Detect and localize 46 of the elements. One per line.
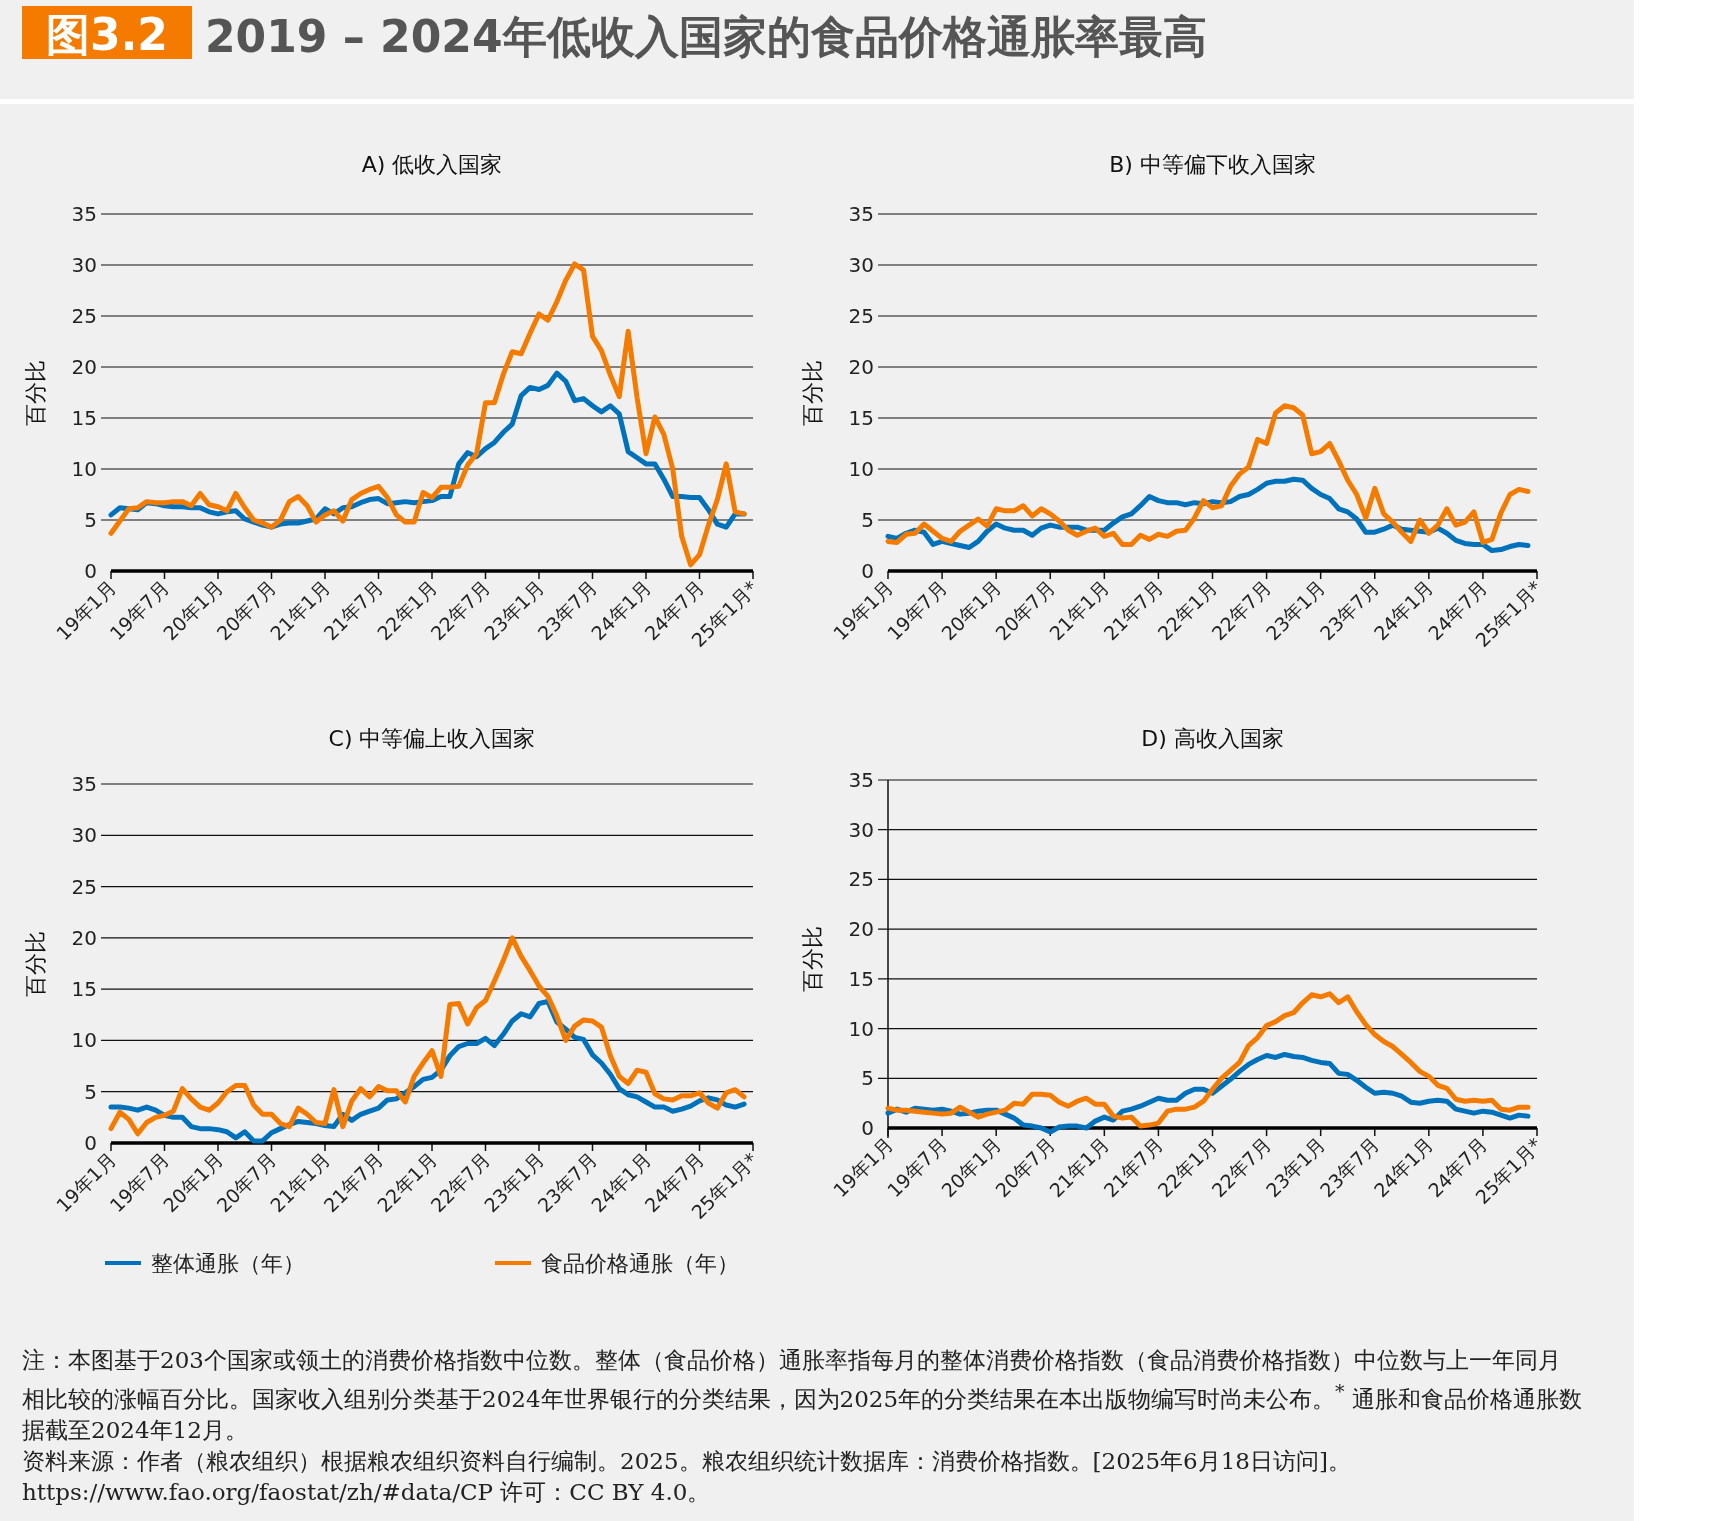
legend-label: 整体通胀（年） xyxy=(151,1251,305,1276)
y-axis-title: 百分比 xyxy=(23,930,48,997)
y-tick-label: 30 xyxy=(848,253,874,277)
y-tick-label: 25 xyxy=(71,874,97,899)
y-tick-label: 0 xyxy=(84,559,97,583)
y-tick-label: 25 xyxy=(71,304,97,328)
y-tick-label: 30 xyxy=(71,823,97,848)
y-tick-label: 5 xyxy=(84,508,97,532)
y-tick-label: 35 xyxy=(848,202,874,226)
y-tick-label: 30 xyxy=(848,817,874,842)
y-tick-label: 0 xyxy=(861,1116,874,1141)
y-tick-label: 20 xyxy=(848,355,874,379)
y-tick-label: 10 xyxy=(848,457,874,481)
chart-title: A) 低收入国家 xyxy=(361,152,503,177)
y-tick-label: 25 xyxy=(848,304,874,328)
y-tick-label: 20 xyxy=(71,355,97,379)
legend-label: 食品价格通胀（年） xyxy=(541,1251,739,1276)
y-tick-label: 10 xyxy=(71,1028,97,1053)
y-tick-label: 0 xyxy=(861,559,874,583)
y-tick-label: 10 xyxy=(848,1016,874,1041)
chart-title: B) 中等偏下收入国家 xyxy=(1109,152,1316,177)
y-tick-label: 15 xyxy=(848,406,874,430)
y-tick-label: 10 xyxy=(71,457,97,481)
y-tick-label: 5 xyxy=(861,508,874,532)
y-axis-title: 百分比 xyxy=(800,926,825,992)
text: 注：本图基于203个国家或领土的消费价格指数中位数。整体（食品价格）通胀率指每月的整体消费价格指数（食品消费价格指数）中位数与上一年同月相比较的涨幅百分比。国家收入组别分类基于2024年世界银行的分类结果，因为2025年的分类结果在本出版物编写时尚未公布。$^{*}$ 通胀和食品价格通胀数据截至2024年12月。 xyxy=(22,1347,1582,1443)
text: 资料来源：作者（粮农组织）根据粮农组织资料自行编制。2025。粮农组织统计数据库：消费价格指数。[2025年6月18日访问]。https://www.fao.org/faostat/zh/#data/CP 许可：CC BY 4.0。 xyxy=(22,1446,1352,1507)
y-tick-label: 30 xyxy=(71,253,97,277)
y-tick-label: 35 xyxy=(848,768,874,792)
y-axis-title: 百分比 xyxy=(800,359,825,426)
y-tick-label: 15 xyxy=(71,406,97,430)
y-tick-label: 5 xyxy=(84,1079,97,1104)
chart-title: C) 中等偏上收入国家 xyxy=(328,726,536,751)
y-tick-label: 5 xyxy=(861,1066,874,1091)
y-tick-label: 35 xyxy=(71,202,97,226)
y-tick-label: 0 xyxy=(84,1131,97,1155)
y-tick-label: 15 xyxy=(848,966,874,991)
y-tick-label: 25 xyxy=(848,867,874,892)
y-tick-label: 35 xyxy=(71,772,97,796)
chart-title: D) 高收入国家 xyxy=(1141,726,1284,751)
y-tick-label: 20 xyxy=(71,925,97,950)
y-axis-title: 百分比 xyxy=(23,359,48,426)
y-tick-label: 20 xyxy=(848,917,874,942)
caption: 图3.2 xyxy=(46,9,168,60)
y-tick-label: 15 xyxy=(71,977,97,1002)
text: 2019 – 2024年低收入国家的食品价格通胀率最高 xyxy=(205,11,1207,62)
